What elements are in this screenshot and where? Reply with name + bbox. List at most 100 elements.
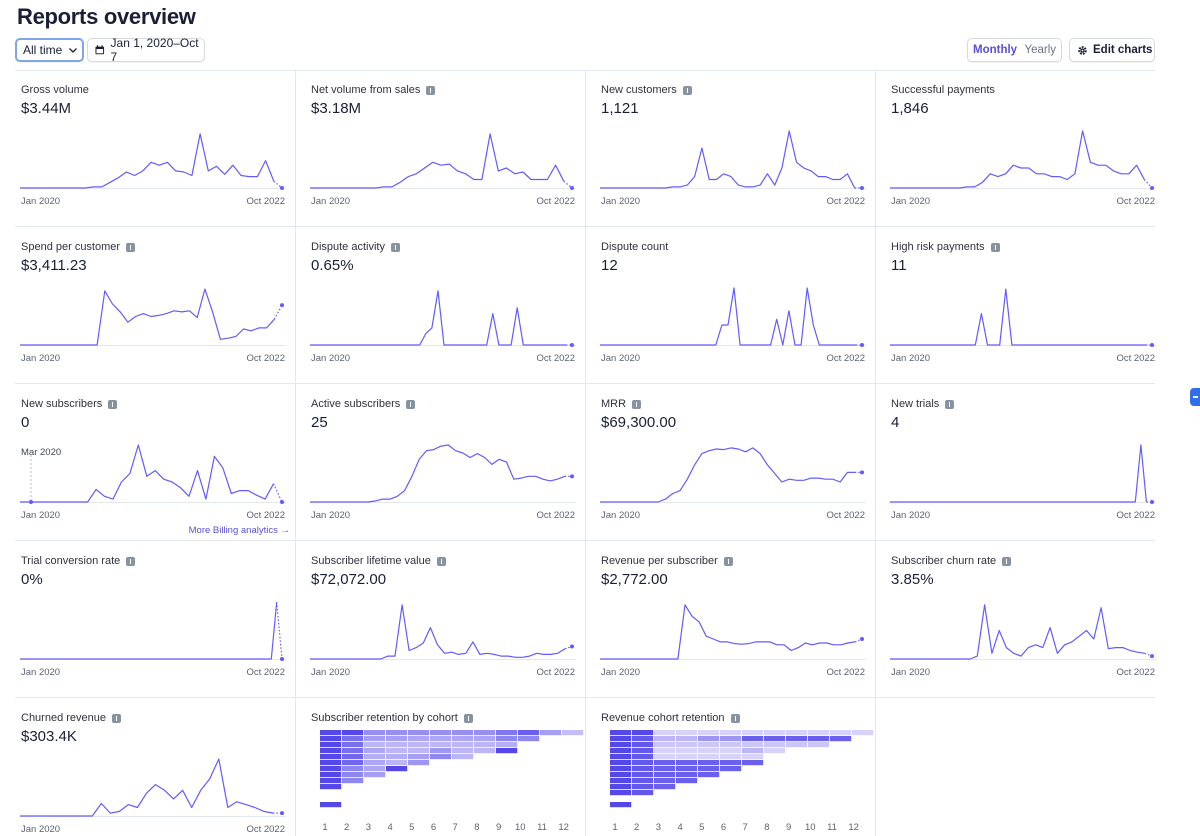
heatmap-cell [408, 736, 430, 742]
info-icon[interactable] [945, 399, 955, 409]
heatmap-cell [610, 754, 632, 760]
heatmap-cell [364, 772, 386, 778]
card-title: Spend per customer [21, 241, 136, 253]
sparkline-chart[interactable] [600, 439, 866, 509]
report-card[interactable]: Revenue per subscriber $2,772.00 Jan 2020 O… [595, 541, 880, 698]
report-card[interactable]: MRR $69,300.00 Jan 2020 Oct 2022 [595, 384, 880, 541]
sparkline-chart[interactable] [890, 596, 1156, 666]
range-select[interactable]: All time [15, 38, 84, 62]
cohort-heatmap[interactable] [320, 730, 584, 808]
sparkline-chart[interactable] [310, 125, 576, 195]
sparkline-chart[interactable] [310, 439, 576, 509]
report-card[interactable]: Dispute activity 0.65% Jan 2020 Oct 2022 [305, 227, 590, 384]
sparkline-chart[interactable] [20, 753, 286, 823]
report-card[interactable]: Churned revenue $303.4K Jan 2020 Oct 2022 [15, 698, 300, 836]
report-card[interactable]: Subscriber retention by cohort 1 2 3 4 5 6 7 8 9 1… [305, 698, 590, 836]
current-point [280, 303, 284, 308]
info-icon[interactable] [126, 242, 136, 252]
sparkline-chart[interactable] [20, 596, 286, 666]
info-icon[interactable] [390, 242, 400, 252]
sparkline-chart[interactable] [890, 282, 1156, 352]
cohort-heatmap[interactable] [610, 730, 874, 808]
column-divider [295, 70, 296, 836]
sparkline-chart[interactable] [20, 125, 286, 195]
card-title: Subscriber lifetime value [311, 555, 446, 567]
report-card[interactable]: Dispute count 12 Jan 2020 Oct 2022 [595, 227, 880, 384]
sparkline-chart[interactable] [20, 439, 286, 509]
info-icon[interactable] [632, 399, 642, 409]
heatmap-cell [610, 742, 632, 748]
heatmap-cell [698, 742, 720, 748]
period-monthly[interactable]: Monthly [973, 44, 1018, 56]
card-value: 1,121 [601, 100, 639, 117]
card-title: New subscribers [21, 398, 118, 410]
heatmap-cell [632, 778, 654, 784]
series-line [310, 133, 565, 189]
edit-charts-button[interactable]: Edit charts [1069, 38, 1155, 62]
axis-end-label: Oct 2022 [536, 667, 575, 678]
report-card[interactable]: Trial conversion rate 0% Jan 2020 Oct 2022 [15, 541, 300, 698]
info-icon[interactable] [108, 399, 118, 409]
heatmap-cell [610, 730, 632, 736]
sparkline-chart[interactable] [890, 125, 1156, 195]
info-icon[interactable] [730, 713, 740, 723]
heatmap-cell [342, 736, 364, 742]
sparkline-chart[interactable] [600, 596, 866, 666]
heatmap-cell [830, 736, 852, 742]
report-card[interactable]: Subscriber lifetime value $72,072.00 Jan 2… [305, 541, 590, 698]
report-card[interactable]: High risk payments 11 Jan 2020 Oct 2022 [885, 227, 1170, 384]
cohort-tick-label: 7 [452, 822, 458, 833]
series-line [890, 288, 1146, 346]
info-icon[interactable] [126, 556, 136, 566]
info-icon[interactable] [1002, 556, 1012, 566]
current-point [860, 470, 864, 475]
cohort-tick-label: 2 [634, 822, 640, 833]
heatmap-cell [342, 772, 364, 778]
report-card[interactable]: Spend per customer $3,411.23 Jan 2020 Oct 2… [15, 227, 300, 384]
sparkline-chart[interactable] [310, 282, 576, 352]
current-point [1150, 500, 1154, 504]
info-icon[interactable] [463, 713, 473, 723]
date-range-button[interactable]: Jan 1, 2020–Oct 7 [87, 36, 205, 64]
heatmap-cell [474, 742, 496, 748]
report-card[interactable]: Subscriber churn rate 3.85% Jan 2020 Oct 20… [885, 541, 1170, 698]
info-icon[interactable] [406, 399, 416, 409]
heatmap-cell [720, 742, 742, 748]
more-billing-analytics-link[interactable]: More Billing analytics → [188, 525, 290, 536]
info-icon[interactable] [990, 242, 1000, 252]
report-card[interactable]: New customers 1,121 Jan 2020 Oct 2022 [595, 70, 880, 227]
series-line [600, 287, 856, 346]
report-card[interactable]: Net volume from sales $3.18M Jan 2020 Oct 2… [305, 70, 590, 227]
report-card[interactable]: New trials 4 Jan 2020 Oct 2022 [885, 384, 1170, 541]
sparkline-chart[interactable] [890, 439, 1156, 509]
report-card[interactable]: Successful payments 1,846 Jan 2020 Oct 2022 [885, 70, 1170, 227]
axis-end-label: Oct 2022 [826, 196, 865, 207]
axis-start-label: Jan 2020 [21, 353, 61, 364]
heatmap-cell [632, 748, 654, 754]
heatmap-cell [430, 736, 452, 742]
info-icon[interactable] [112, 713, 122, 723]
heatmap-cell [610, 766, 632, 772]
info-icon[interactable] [436, 556, 446, 566]
report-card[interactable]: Gross volume $3.44M Jan 2020 Oct 2022 [15, 70, 300, 227]
info-icon[interactable] [426, 85, 436, 95]
info-icon[interactable] [682, 85, 692, 95]
heatmap-cell [386, 748, 408, 754]
heatmap-cell [764, 730, 786, 736]
heatmap-cell [320, 736, 342, 742]
report-card[interactable]: Active subscribers 25 Jan 2020 Oct 2022 [305, 384, 590, 541]
sparkline-chart[interactable] [20, 282, 286, 352]
sparkline-chart[interactable] [310, 596, 576, 666]
sparkline-chart[interactable] [600, 125, 866, 195]
heatmap-cell [320, 772, 342, 778]
axis-start-label: Jan 2020 [311, 667, 351, 678]
info-icon[interactable] [723, 556, 733, 566]
report-card[interactable]: New subscribers 0 Mar 2020 Jan 2020 Oct 2022… [15, 384, 300, 541]
card-title-text: Trial conversion rate [21, 555, 121, 567]
sparkline-chart[interactable] [600, 282, 866, 352]
cohort-tick-label: 2 [344, 822, 350, 833]
side-panel-toggle[interactable] [1190, 388, 1200, 406]
period-yearly[interactable]: Yearly [1024, 44, 1056, 56]
heatmap-cell [320, 766, 342, 772]
report-card[interactable]: Revenue cohort retention 1 2 3 4 5 6 7 8 9 10 11 12 [595, 698, 880, 836]
